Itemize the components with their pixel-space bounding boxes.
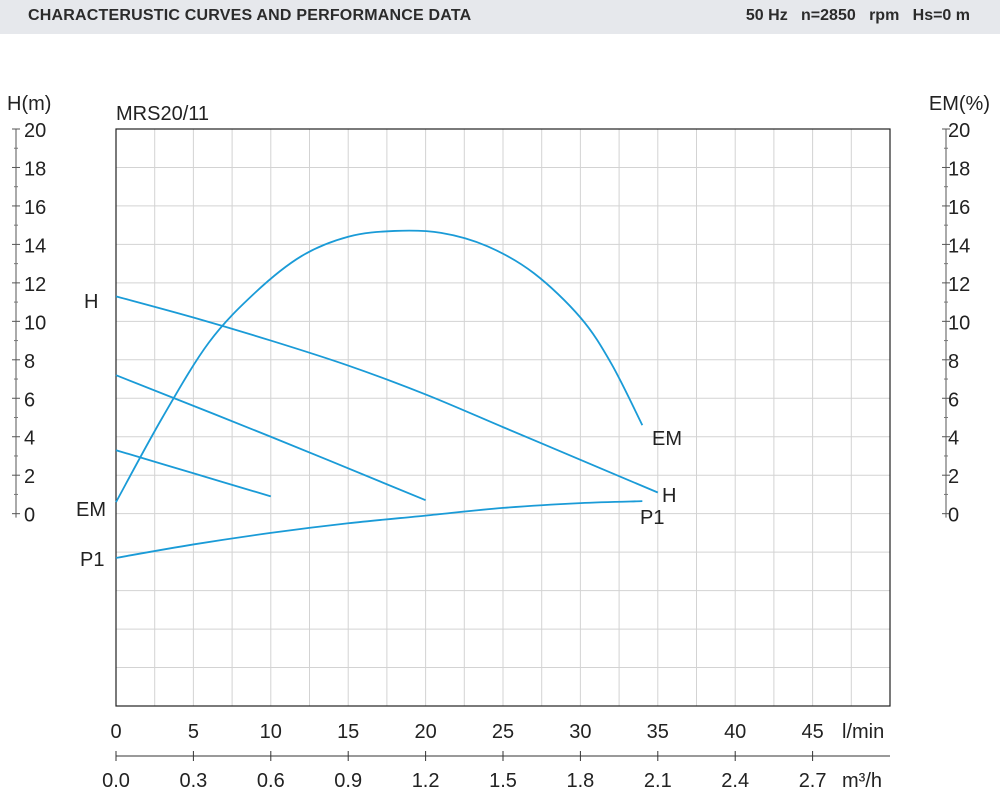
y-left-axis-label: H(m) — [7, 93, 51, 115]
x-tick-label-m3h: 0.6 — [257, 770, 285, 790]
x-tick-label-m3h: 0.3 — [179, 770, 207, 790]
y-right-tick-label: 4 — [948, 428, 959, 450]
y-left-tick-label: 2 — [24, 466, 35, 488]
x-tick-label-lmin: 35 — [647, 721, 669, 743]
grid-lines — [116, 129, 890, 706]
y-left-tick-label: 4 — [24, 428, 35, 450]
curve-label-h-end: H — [662, 485, 676, 507]
y-right-tick-label: 18 — [948, 158, 970, 180]
curve-label-h: H — [84, 291, 98, 313]
operating-conditions: 50 Hz n=2850 rpm Hs=0 m — [745, 7, 970, 24]
y-left-tick-label: 20 — [24, 120, 46, 142]
x-tick-label-lmin: 30 — [569, 721, 591, 743]
y-left-tick-label: 18 — [24, 158, 46, 180]
y-right-tick-label: 20 — [948, 120, 970, 142]
curve-label-em: EM — [76, 499, 106, 521]
y-right-tick-label: 14 — [948, 235, 970, 257]
curve-label-p1: P1 — [80, 549, 104, 571]
y-left-tick-label: 6 — [24, 389, 35, 411]
y-right-tick-label: 16 — [948, 197, 970, 219]
y-left-tick-label: 14 — [24, 235, 46, 257]
curve-em — [115, 229, 644, 503]
y-right-tick-label: 0 — [948, 505, 959, 527]
x-tick-label-m3h: 0.0 — [102, 770, 130, 790]
curve-p1 — [115, 500, 643, 559]
x-axis-unit-lmin: l/min — [842, 721, 884, 743]
y-left-tick-label: 16 — [24, 197, 46, 219]
curve-label-p1-end: P1 — [640, 507, 664, 529]
y-right-tick-label: 2 — [948, 466, 959, 488]
x-tick-label-m3h: 1.2 — [412, 770, 440, 790]
x-tick-label-lmin: 15 — [337, 721, 359, 743]
curve-h-reduced-2 — [115, 449, 272, 498]
y-right-tick-label: 8 — [948, 351, 959, 373]
curve-label-em-end: EM — [652, 428, 682, 450]
plot-frame — [115, 128, 891, 707]
axes: 0 0 2 2 4 4 6 6 8 8 10 10 12 12 14 14 16 16 18 18 20 20 0 5 10 15… — [12, 120, 970, 790]
curve-h-reduced-1 — [115, 374, 426, 502]
y-right-tick-label: 10 — [948, 312, 970, 334]
x-tick-label-m3h: 0.9 — [334, 770, 362, 790]
x-tick-label-lmin: 0 — [110, 721, 121, 743]
x-tick-label-lmin: 45 — [801, 721, 823, 743]
y-right-tick-label: 6 — [948, 389, 959, 411]
x-tick-label-lmin: 5 — [188, 721, 199, 743]
y-left-tick-label: 8 — [24, 351, 35, 373]
y-left-tick-label: 12 — [24, 274, 46, 296]
y-right-tick-label: 12 — [948, 274, 970, 296]
curves — [115, 229, 659, 559]
x-tick-label-m3h: 1.5 — [489, 770, 517, 790]
header-bar: CHARACTERUSTIC CURVES AND PERFORMANCE DA… — [0, 0, 1000, 34]
x-tick-label-m3h: 2.7 — [799, 770, 827, 790]
x-tick-label-m3h: 2.1 — [644, 770, 672, 790]
x-tick-label-lmin: 40 — [724, 721, 746, 743]
y-left-tick-label: 0 — [24, 505, 35, 527]
x-tick-label-m3h: 1.8 — [566, 770, 594, 790]
y-left-tick-label: 10 — [24, 312, 46, 334]
x-tick-label-lmin: 25 — [492, 721, 514, 743]
x-axis-unit-m3h: m³/h — [842, 770, 882, 790]
curve-h — [115, 295, 659, 494]
header-title: CHARACTERUSTIC CURVES AND PERFORMANCE DA… — [28, 7, 472, 24]
x-tick-label-m3h: 2.4 — [721, 770, 749, 790]
y-right-axis-label: EM(%) — [929, 93, 990, 115]
model-label: MRS20/11 — [116, 103, 209, 125]
x-tick-label-lmin: 10 — [260, 721, 282, 743]
x-tick-label-lmin: 20 — [414, 721, 436, 743]
